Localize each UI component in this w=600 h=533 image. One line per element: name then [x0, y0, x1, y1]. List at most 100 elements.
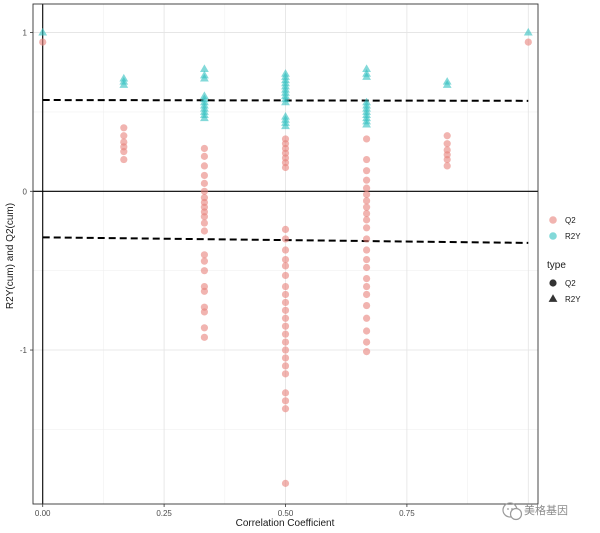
data-point-q2	[281, 362, 290, 370]
axes: 0.00 0.25 0.50 0.75 1 0 -1	[20, 3, 539, 518]
x-tick-label: 0.00	[35, 509, 51, 518]
data-point-q2	[281, 262, 290, 270]
y-tick-label: 1	[23, 29, 28, 38]
data-point-q2	[362, 209, 371, 218]
data-point-q2	[362, 282, 371, 291]
data-point-q2	[200, 171, 209, 180]
data-point-q2	[362, 275, 371, 283]
data-point-q2	[281, 338, 290, 346]
legend: Q2 R2Y type Q2 R2Y	[547, 216, 581, 304]
data-point-q2	[200, 251, 209, 259]
data-point-q2	[362, 235, 371, 243]
data-point-q2	[281, 354, 290, 362]
data-point-q2	[443, 155, 451, 164]
data-point-q2	[200, 324, 209, 332]
data-points	[38, 27, 533, 487]
data-point-q2	[281, 235, 290, 243]
legend-shape-q2	[549, 279, 557, 287]
data-point-q2	[362, 135, 371, 143]
data-point-q2	[281, 314, 290, 322]
legend-shape-label-q2: Q2	[565, 279, 576, 288]
data-point-q2	[362, 255, 371, 264]
data-point-r2y	[362, 64, 371, 72]
data-point-q2	[281, 298, 290, 307]
data-point-q2	[281, 271, 290, 280]
x-tick-label: 0.75	[399, 509, 415, 518]
data-point-q2	[362, 184, 371, 192]
data-point-q2	[281, 330, 290, 338]
data-point-q2	[281, 225, 290, 233]
data-point-r2y	[200, 64, 209, 72]
data-point-q2	[362, 314, 371, 322]
data-point-q2	[120, 132, 128, 140]
data-point-q2	[362, 203, 371, 211]
y-tick-label: 0	[23, 187, 28, 196]
data-point-q2	[362, 348, 371, 356]
data-point-q2	[281, 479, 290, 487]
data-point-q2	[362, 224, 371, 232]
x-tick-label: 0.25	[156, 509, 172, 518]
data-point-q2	[281, 246, 290, 254]
data-point-q2	[281, 389, 290, 397]
data-point-r2y	[362, 119, 371, 128]
data-point-q2	[281, 282, 290, 291]
data-point-q2	[200, 287, 209, 295]
data-point-q2	[200, 152, 209, 160]
data-point-r2y	[200, 113, 209, 122]
legend-shape-r2y	[548, 294, 558, 302]
data-point-q2	[362, 338, 371, 346]
data-point-q2	[200, 333, 209, 341]
data-point-q2	[362, 190, 371, 199]
legend-label-q2: Q2	[565, 216, 576, 225]
legend-key-r2y	[549, 232, 557, 240]
data-point-q2	[362, 167, 371, 175]
data-point-q2	[281, 346, 290, 354]
legend-shape-label-r2y: R2Y	[565, 295, 581, 304]
y-axis-title: R2Y(cum) and Q2(cum)	[5, 203, 16, 309]
data-point-q2	[200, 267, 209, 275]
data-point-q2	[362, 263, 371, 272]
data-point-q2	[200, 187, 209, 195]
data-point-q2	[443, 162, 451, 170]
watermark: 美格基因	[502, 502, 568, 521]
legend-key-q2	[549, 216, 557, 224]
data-point-q2	[524, 38, 532, 46]
data-point-r2y	[200, 73, 209, 82]
data-point-r2y	[281, 121, 290, 130]
data-point-q2	[200, 219, 209, 227]
data-point-q2	[200, 179, 209, 187]
data-point-q2	[281, 322, 290, 330]
data-point-q2	[362, 197, 371, 205]
data-point-q2	[281, 397, 290, 405]
data-point-q2	[120, 124, 128, 132]
data-point-r2y	[281, 97, 290, 106]
data-point-q2	[200, 227, 209, 235]
x-axis-title: Correlation Coefficient	[236, 518, 335, 529]
data-point-r2y	[523, 27, 533, 36]
data-point-q2	[362, 327, 371, 335]
data-point-q2	[362, 290, 371, 299]
data-point-q2	[120, 155, 128, 164]
data-point-r2y	[442, 80, 452, 88]
data-point-q2	[281, 163, 290, 172]
data-point-q2	[281, 290, 290, 299]
x-tick-label: 0.50	[278, 509, 294, 518]
legend-label-r2y: R2Y	[565, 232, 581, 241]
data-point-q2	[120, 148, 128, 156]
data-point-r2y	[362, 72, 371, 80]
data-point-q2	[362, 301, 371, 310]
y-tick-label: -1	[20, 346, 28, 355]
data-point-q2	[39, 38, 47, 46]
data-point-q2	[443, 140, 451, 148]
data-point-q2	[200, 308, 209, 316]
data-point-r2y	[119, 80, 129, 88]
data-point-q2	[281, 405, 290, 413]
data-point-q2	[281, 370, 290, 378]
data-point-q2	[200, 213, 209, 221]
data-point-q2	[362, 155, 371, 164]
data-point-q2	[281, 255, 290, 264]
data-point-q2	[200, 162, 209, 170]
data-point-q2	[362, 176, 371, 184]
watermark-text: 美格基因	[524, 503, 568, 517]
